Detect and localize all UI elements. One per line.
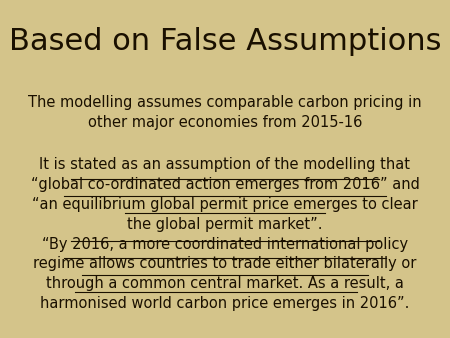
Text: Based on False Assumptions: Based on False Assumptions	[9, 27, 441, 56]
Text: It is stated as an assumption of the modelling that
“global co-ordinated action : It is stated as an assumption of the mod…	[31, 158, 419, 232]
Text: The modelling assumes comparable carbon pricing in
other major economies from 20: The modelling assumes comparable carbon …	[28, 95, 422, 130]
Text: “By 2016, a more coordinated international policy
regime allows countries to tra: “By 2016, a more coordinated internation…	[33, 237, 417, 311]
